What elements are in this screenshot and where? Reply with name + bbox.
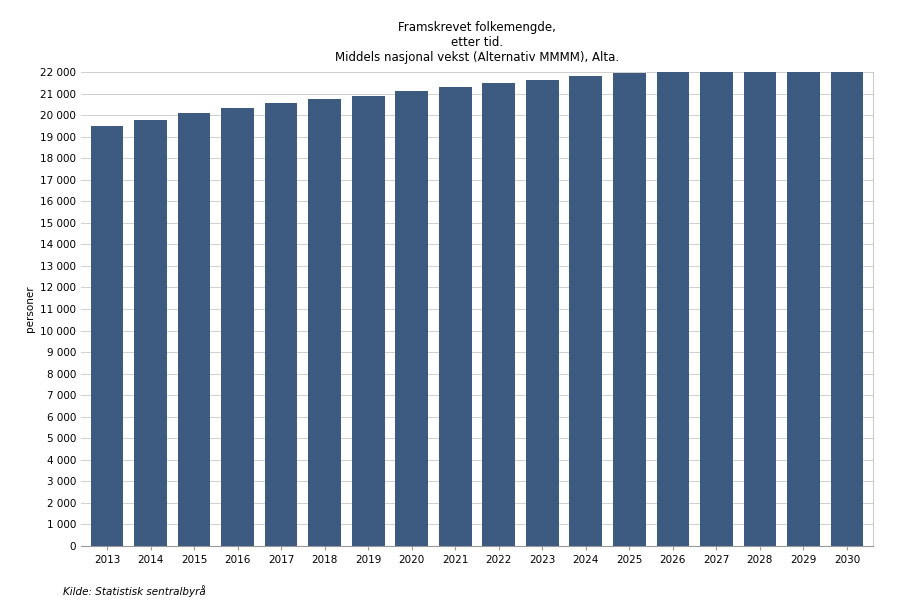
Bar — [526, 80, 559, 546]
Bar — [482, 83, 515, 546]
Bar — [613, 73, 645, 546]
Bar — [743, 64, 776, 546]
Bar — [395, 91, 428, 546]
Bar — [221, 107, 254, 546]
Bar — [265, 103, 298, 546]
Title: Framskrevet folkemengde,
etter tid.
Middels nasjonal vekst (Alternativ MMMM), Al: Framskrevet folkemengde, etter tid. Midd… — [335, 21, 619, 64]
Bar — [656, 70, 689, 546]
Y-axis label: personer: personer — [24, 286, 34, 332]
Bar — [788, 62, 820, 546]
Bar — [352, 95, 384, 546]
Bar — [439, 87, 472, 546]
Bar — [570, 76, 602, 546]
Bar — [700, 68, 733, 546]
Bar — [309, 99, 341, 546]
Text: Kilde: Statistisk sentralbyrå: Kilde: Statistisk sentralbyrå — [63, 585, 206, 597]
Bar — [91, 126, 123, 546]
Bar — [178, 113, 211, 546]
Bar — [831, 59, 863, 546]
Bar — [134, 121, 166, 546]
